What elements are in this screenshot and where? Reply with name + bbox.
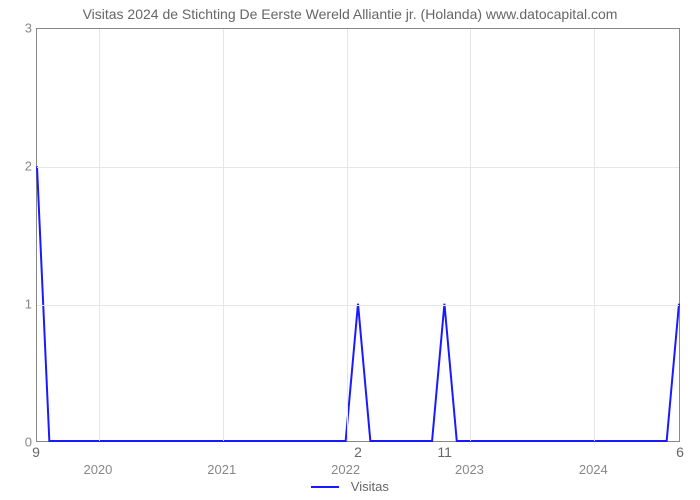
gridline-horizontal (37, 167, 679, 168)
y-axis-tick-label: 0 (2, 435, 32, 450)
y-axis-tick-label: 2 (2, 159, 32, 174)
gridline-vertical (347, 29, 348, 441)
x-axis-year-label: 2020 (83, 462, 112, 477)
x-axis-value-label: 11 (437, 444, 452, 460)
x-axis-value-label: 6 (676, 444, 684, 460)
x-axis-year-label: 2021 (207, 462, 236, 477)
gridline-vertical (99, 29, 100, 441)
y-axis-tick-label: 3 (2, 21, 32, 36)
legend-label: Visitas (351, 479, 389, 494)
x-axis-year-label: 2023 (455, 462, 484, 477)
x-axis-year-label: 2024 (579, 462, 608, 477)
gridline-vertical (470, 29, 471, 441)
chart-title: Visitas 2024 de Stichting De Eerste Were… (0, 6, 700, 22)
y-axis-tick-label: 1 (2, 297, 32, 312)
line-series (37, 29, 679, 441)
x-axis-value-label: 2 (354, 444, 362, 460)
legend-swatch (311, 486, 339, 488)
series-line (37, 166, 679, 441)
x-axis-year-label: 2022 (331, 462, 360, 477)
chart-container: Visitas 2024 de Stichting De Eerste Were… (0, 0, 700, 500)
x-axis-value-label: 9 (32, 444, 40, 460)
gridline-vertical (594, 29, 595, 441)
gridline-horizontal (37, 305, 679, 306)
legend: Visitas (0, 478, 700, 494)
plot-area (36, 28, 680, 442)
gridline-vertical (223, 29, 224, 441)
